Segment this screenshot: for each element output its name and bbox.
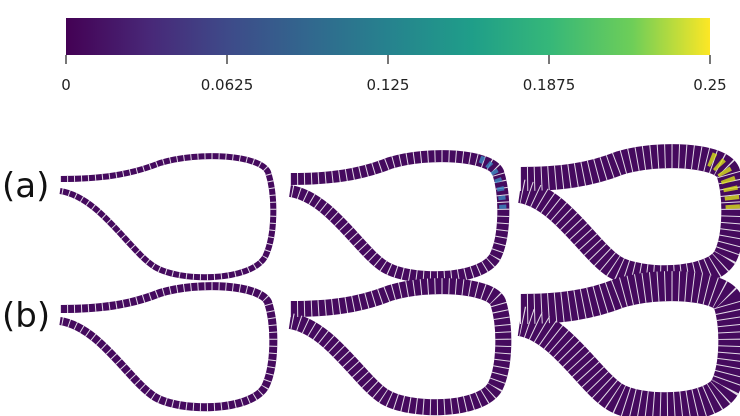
loop-shape <box>290 286 503 407</box>
panels <box>60 156 740 407</box>
loop-body <box>290 156 503 277</box>
loop-shape <box>520 286 733 407</box>
tick-label: 0.0625 <box>201 76 254 94</box>
loop-body <box>520 156 733 277</box>
tick-label: 0.1875 <box>523 76 576 94</box>
tick-label: 0.125 <box>367 76 410 94</box>
loop-body <box>60 156 273 277</box>
tick-label: 0.25 <box>693 76 726 94</box>
loop-shape <box>60 286 273 407</box>
row-label: (b) <box>2 296 50 336</box>
loop-body <box>60 286 273 407</box>
loop-segments <box>60 156 273 277</box>
tick-label: 0 <box>61 76 71 94</box>
loop-shape <box>520 156 740 277</box>
loop-shape <box>290 156 503 277</box>
loop-body <box>290 286 503 407</box>
colorbar <box>66 18 710 55</box>
row-label: (a) <box>2 166 49 206</box>
loop-shape <box>60 156 273 277</box>
